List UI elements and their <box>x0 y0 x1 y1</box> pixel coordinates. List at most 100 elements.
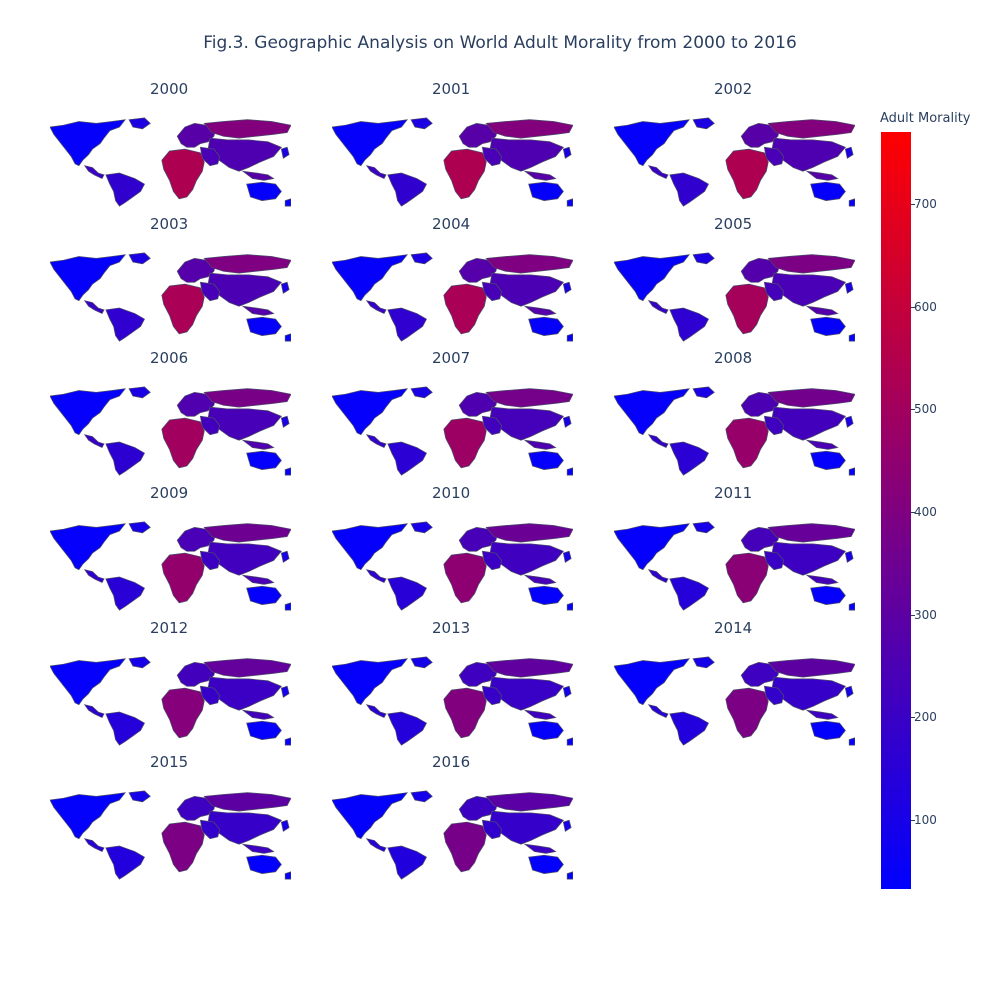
region-jp[interactable] <box>280 819 290 832</box>
region-ru[interactable] <box>203 658 291 678</box>
region-na[interactable] <box>614 254 691 302</box>
region-na[interactable] <box>50 658 127 706</box>
region-grl[interactable] <box>692 252 715 265</box>
region-sea[interactable] <box>241 305 275 316</box>
region-grl[interactable] <box>128 117 151 130</box>
choropleth-map-2015[interactable] <box>50 789 291 881</box>
region-sea[interactable] <box>523 305 557 316</box>
region-sea[interactable] <box>241 439 275 450</box>
region-sa[interactable] <box>105 845 145 880</box>
region-as[interactable] <box>489 676 564 711</box>
region-ca[interactable] <box>83 300 105 315</box>
region-au[interactable] <box>528 720 564 741</box>
region-ca[interactable] <box>365 838 387 853</box>
region-grl[interactable] <box>410 117 433 130</box>
region-sa[interactable] <box>387 441 427 476</box>
region-ru[interactable] <box>203 523 291 543</box>
region-au[interactable] <box>246 854 282 875</box>
region-ca[interactable] <box>83 569 105 584</box>
region-af[interactable] <box>725 687 769 739</box>
region-grl[interactable] <box>692 521 715 534</box>
region-jp[interactable] <box>280 685 290 698</box>
region-ru[interactable] <box>485 119 573 139</box>
region-jp[interactable] <box>562 685 572 698</box>
region-grl[interactable] <box>410 521 433 534</box>
region-nz[interactable] <box>566 198 573 207</box>
region-jp[interactable] <box>280 415 290 428</box>
choropleth-map-2002[interactable] <box>614 116 855 208</box>
region-jp[interactable] <box>562 146 572 159</box>
region-ru[interactable] <box>485 254 573 274</box>
region-ru[interactable] <box>767 523 855 543</box>
region-au[interactable] <box>810 585 846 606</box>
region-grl[interactable] <box>410 656 433 669</box>
region-as[interactable] <box>207 272 282 307</box>
region-grl[interactable] <box>128 656 151 669</box>
region-grl[interactable] <box>410 252 433 265</box>
region-nz[interactable] <box>848 198 855 207</box>
region-ca[interactable] <box>647 434 669 449</box>
region-af[interactable] <box>443 283 487 335</box>
region-ru[interactable] <box>203 254 291 274</box>
region-jp[interactable] <box>562 819 572 832</box>
region-jp[interactable] <box>844 146 854 159</box>
region-na[interactable] <box>50 254 127 302</box>
region-as[interactable] <box>207 541 282 576</box>
region-nz[interactable] <box>284 602 291 611</box>
choropleth-map-2009[interactable] <box>50 520 291 612</box>
region-sea[interactable] <box>241 843 275 854</box>
region-nz[interactable] <box>566 602 573 611</box>
region-grl[interactable] <box>128 386 151 399</box>
choropleth-map-2007[interactable] <box>332 385 573 477</box>
region-na[interactable] <box>332 254 409 302</box>
region-af[interactable] <box>161 552 205 604</box>
region-sea[interactable] <box>241 170 275 181</box>
region-au[interactable] <box>528 585 564 606</box>
choropleth-map-2005[interactable] <box>614 251 855 343</box>
region-sa[interactable] <box>669 307 709 342</box>
region-jp[interactable] <box>562 550 572 563</box>
region-grl[interactable] <box>410 790 433 803</box>
region-af[interactable] <box>161 148 205 200</box>
region-au[interactable] <box>810 450 846 471</box>
region-af[interactable] <box>161 687 205 739</box>
region-af[interactable] <box>443 821 487 873</box>
region-na[interactable] <box>332 388 409 436</box>
region-ca[interactable] <box>365 704 387 719</box>
region-sea[interactable] <box>523 170 557 181</box>
region-ru[interactable] <box>767 388 855 408</box>
region-af[interactable] <box>725 283 769 335</box>
region-as[interactable] <box>771 676 846 711</box>
region-nz[interactable] <box>284 198 291 207</box>
region-jp[interactable] <box>844 281 854 294</box>
region-au[interactable] <box>246 450 282 471</box>
choropleth-map-2003[interactable] <box>50 251 291 343</box>
region-as[interactable] <box>771 406 846 441</box>
region-ca[interactable] <box>83 165 105 180</box>
region-ru[interactable] <box>485 388 573 408</box>
region-sea[interactable] <box>241 709 275 720</box>
region-grl[interactable] <box>410 386 433 399</box>
region-sa[interactable] <box>105 441 145 476</box>
region-au[interactable] <box>810 316 846 337</box>
region-jp[interactable] <box>844 550 854 563</box>
region-au[interactable] <box>528 181 564 202</box>
region-sea[interactable] <box>805 574 839 585</box>
region-ru[interactable] <box>767 254 855 274</box>
region-sa[interactable] <box>105 307 145 342</box>
region-nz[interactable] <box>566 467 573 476</box>
region-grl[interactable] <box>128 252 151 265</box>
region-sa[interactable] <box>105 711 145 746</box>
region-grl[interactable] <box>692 386 715 399</box>
region-sa[interactable] <box>387 172 427 207</box>
region-au[interactable] <box>528 854 564 875</box>
region-sea[interactable] <box>805 170 839 181</box>
region-af[interactable] <box>725 148 769 200</box>
region-as[interactable] <box>207 137 282 172</box>
region-au[interactable] <box>528 316 564 337</box>
region-sea[interactable] <box>805 305 839 316</box>
region-sa[interactable] <box>669 711 709 746</box>
region-nz[interactable] <box>848 333 855 342</box>
region-ca[interactable] <box>647 704 669 719</box>
region-sa[interactable] <box>669 441 709 476</box>
